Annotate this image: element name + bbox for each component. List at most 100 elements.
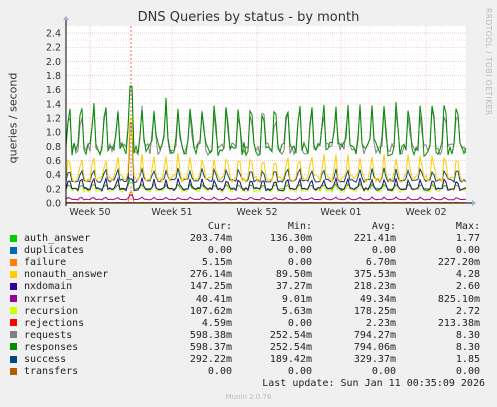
legend-min-value: 0.00 <box>287 317 312 329</box>
legend-max-value: 4.28 <box>455 269 480 281</box>
legend-swatch-cell <box>10 245 24 257</box>
legend-swatch <box>10 331 17 339</box>
legend-avg-value: 218.23m <box>353 281 396 293</box>
legend-row: responses 598.37m 252.54m 794.06m 8.30 <box>10 342 480 354</box>
y-tick-label: 1.8 <box>46 71 61 82</box>
legend-row: nxdomain 147.25m 37.27m 218.23m 2.60 <box>10 281 480 293</box>
legend-max-value: 1.85 <box>455 354 480 366</box>
legend-cur-value: 0.00 <box>207 245 232 257</box>
y-tick-label: 0.2 <box>46 184 61 195</box>
legend-swatch-cell <box>10 318 24 330</box>
legend-table: Cur: Min: Avg: Max: auth_answer 203.74m 13… <box>10 221 480 378</box>
legend-avg-value: 49.34m <box>359 293 396 305</box>
legend-row: auth_answer 203.74m 136.30m 221.41m 1.77 <box>10 233 480 245</box>
legend-series-name: nxrrset <box>24 293 67 305</box>
legend-series-name: auth_answer <box>24 233 91 245</box>
legend-series-name: nonauth_answer <box>24 269 109 281</box>
legend-cur-value: 40.41m <box>195 293 232 305</box>
legend-avg-value: 221.41m <box>353 233 396 245</box>
legend-swatch-cell <box>10 281 24 293</box>
y-tick-label: 0.8 <box>46 142 61 153</box>
legend-cur-value: 107.62m <box>189 305 232 317</box>
legend-max-value: 8.30 <box>455 341 480 353</box>
legend-series-name: failure <box>24 257 67 269</box>
legend-swatch-cell <box>10 257 24 269</box>
legend-swatch <box>10 355 17 363</box>
x-tick-label: Week 50 <box>69 207 110 218</box>
legend-swatch-cell <box>10 306 24 318</box>
legend-avg-value: 375.53m <box>353 269 396 281</box>
legend-min-value: 89.50m <box>275 269 312 281</box>
legend-swatch-cell <box>10 233 24 245</box>
legend-cur-value: 0.00 <box>207 366 232 378</box>
legend-avg-value: 0.00 <box>371 366 396 378</box>
last-update: Last update: Sun Jan 11 00:35:09 2026 <box>262 378 485 389</box>
x-tick-label: Week 51 <box>151 207 192 218</box>
legend-max-value: 2.72 <box>455 305 480 317</box>
legend-max-value: 2.60 <box>455 281 480 293</box>
legend-header-min: Min: <box>287 221 312 232</box>
legend-min-value: 5.63m <box>281 305 312 317</box>
legend-swatch-cell <box>10 342 24 354</box>
legend-max-value: 0.00 <box>455 245 480 257</box>
y-tick-label: 1.2 <box>46 114 61 125</box>
y-tick-label: 1.6 <box>46 85 61 96</box>
legend-swatch <box>10 282 17 290</box>
legend-max-value: 1.77 <box>455 233 480 245</box>
legend-swatch <box>10 295 17 303</box>
y-tick-label: 2.2 <box>46 43 61 54</box>
munin-version: Munin 2.0.76 <box>225 393 272 401</box>
legend-avg-value: 0.00 <box>371 245 396 257</box>
y-tick-label: 1.4 <box>46 99 61 110</box>
legend-max-value: 213.38m <box>437 317 480 329</box>
legend-header-cur: Cur: <box>207 221 232 232</box>
legend-swatch <box>10 246 17 254</box>
legend-min-value: 189.42m <box>269 354 312 366</box>
legend-header-max: Max: <box>455 221 480 232</box>
legend-row: recursion 107.62m 5.63m 178.25m 2.72 <box>10 306 480 318</box>
legend-row: requests 598.38m 252.54m 794.27m 8.30 <box>10 330 480 342</box>
legend-series-name: recursion <box>24 305 79 317</box>
legend-min-value: 0.00 <box>287 245 312 257</box>
legend-max-value: 825.10m <box>437 293 480 305</box>
series-line-nxrrset <box>65 194 467 201</box>
legend-max-value: 227.20m <box>437 257 480 269</box>
legend-series-name: nxdomain <box>24 281 73 293</box>
legend-row: failure 5.15m 0.00 6.70m 227.20m <box>10 257 480 269</box>
legend-avg-value: 794.06m <box>353 341 396 353</box>
legend-min-value: 252.54m <box>269 329 312 341</box>
legend-cur-value: 5.15m <box>201 257 232 269</box>
legend-cur-value: 292.22m <box>189 354 232 366</box>
y-tick-label: 2.0 <box>46 57 61 68</box>
legend-swatch <box>10 367 17 375</box>
y-tick-label: 0.6 <box>46 156 61 167</box>
legend-row: duplicates 0.00 0.00 0.00 0.00 <box>10 245 480 257</box>
series-line-responses <box>65 85 467 158</box>
legend-min-value: 9.01m <box>281 293 312 305</box>
legend-cur-value: 203.74m <box>189 233 232 245</box>
legend-series-name: rejections <box>24 317 85 329</box>
legend-min-value: 37.27m <box>275 281 312 293</box>
y-tick-label: 2.4 <box>46 29 61 40</box>
legend-row: success 292.22m 189.42m 329.37m 1.85 <box>10 354 480 366</box>
legend-series-name: success <box>24 354 67 366</box>
legend-cur-value: 598.38m <box>189 329 232 341</box>
legend-swatch <box>10 270 17 278</box>
legend-swatch <box>10 234 17 242</box>
legend-swatch <box>10 343 17 351</box>
legend-row: nonauth_answer 276.14m 89.50m 375.53m 4.28 <box>10 269 480 281</box>
legend-header-avg: Avg: <box>371 221 396 232</box>
legend-swatch-cell <box>10 269 24 281</box>
y-axis-arrow <box>63 16 69 20</box>
y-tick-label: 1.0 <box>46 128 61 139</box>
legend-swatch-cell <box>10 354 24 366</box>
legend-min-value: 252.54m <box>269 341 312 353</box>
legend-series-name: requests <box>24 329 73 341</box>
x-tick-label: Week 01 <box>320 207 361 218</box>
legend-swatch <box>10 319 17 327</box>
legend-max-value: 8.30 <box>455 329 480 341</box>
legend-series-name: responses <box>24 341 79 353</box>
legend-swatch-cell <box>10 330 24 342</box>
legend-row: nxrrset 40.41m 9.01m 49.34m 825.10m <box>10 294 480 306</box>
chart-plot: 0.0 0.2 0.4 0.6 0.8 1.0 1.2 1.4 1.6 1.8 2.0 2.2 2.4 W… <box>46 16 476 218</box>
